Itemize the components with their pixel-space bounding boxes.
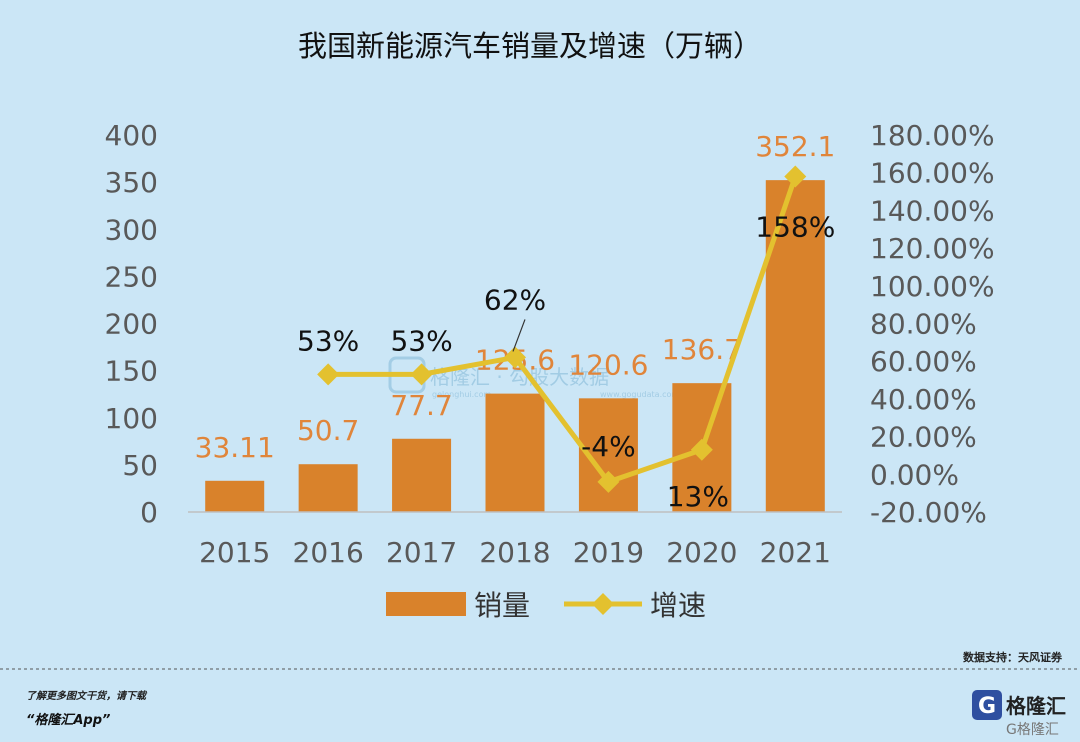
right-tick-label: 100.00%	[870, 270, 995, 303]
right-tick-label: 80.00%	[870, 308, 977, 341]
bar	[485, 393, 545, 512]
x-axis: 2015 2016 2017 2018 2019 2020 2021	[199, 536, 831, 569]
legend: 销量 增速	[386, 589, 706, 622]
growth-marker	[504, 346, 526, 369]
growth-label-leader	[512, 319, 526, 352]
left-tick-label: 200	[105, 308, 158, 341]
left-tick-label: 0	[140, 496, 158, 529]
bar	[392, 438, 452, 512]
line-series	[317, 165, 807, 493]
brand-watermark: G格隆汇	[1006, 722, 1059, 738]
watermark: 格隆汇 · 勾股大数据 gelonghui.com www.gogudata.c…	[388, 356, 679, 399]
right-axis: -20.00% 0.00% 20.00% 40.00% 60.00% 80.00% 100.…	[870, 119, 995, 529]
bar-data-label: 120.6	[568, 348, 648, 381]
right-tick-label: 20.00%	[870, 421, 977, 454]
right-tick-label: 0.00%	[870, 458, 959, 491]
left-tick-label: 350	[105, 166, 158, 199]
legend-bar-label: 销量	[474, 589, 530, 622]
bar-data-label: 352.1	[755, 130, 835, 163]
left-tick-label: 300	[105, 213, 158, 246]
growth-line-path	[328, 175, 798, 485]
chart-title: 我国新能源汽车销量及增速（万辆）	[298, 29, 762, 63]
brand-logo-icon	[972, 690, 1002, 720]
right-tick-label: 120.00%	[870, 232, 995, 265]
legend-bar-swatch	[386, 592, 466, 616]
growth-data-label: 158%	[755, 210, 835, 243]
x-tick-label: 2017	[386, 536, 457, 569]
x-tick-label: 2015	[199, 536, 270, 569]
x-tick-label: 2021	[760, 536, 831, 569]
growth-marker	[690, 438, 713, 461]
left-tick-label: 100	[105, 402, 158, 435]
bar-data-label: 136.7	[662, 333, 742, 366]
right-tick-label: 40.00%	[870, 383, 977, 416]
right-tick-label: -20.00%	[870, 496, 987, 529]
brand-name: 格隆汇	[1006, 694, 1066, 718]
growth-data-label: -4%	[581, 430, 636, 463]
growth-marker	[784, 165, 807, 188]
growth-marker	[597, 470, 620, 493]
bar	[205, 480, 265, 512]
growth-marker	[410, 363, 433, 386]
left-tick-label: 50	[122, 449, 158, 482]
growth-marker	[317, 363, 340, 386]
right-tick-label: 160.00%	[870, 157, 995, 190]
line-data-labels: 53% 53% 62% -4% 13% 158%	[297, 210, 835, 512]
x-tick-label: 2020	[666, 536, 737, 569]
left-tick-label: 400	[105, 119, 158, 152]
right-tick-label: 180.00%	[870, 119, 995, 152]
x-tick-label: 2018	[479, 536, 550, 569]
bar	[298, 464, 358, 512]
left-tick-label: 250	[105, 260, 158, 293]
footer: 了解更多图文干货，请下载 “格隆汇App” G 格隆汇 G格隆汇	[26, 690, 1066, 738]
watermark-url: www.gogudata.com	[600, 390, 679, 399]
legend-line-marker	[592, 593, 614, 615]
growth-data-label: 62%	[484, 283, 546, 316]
x-tick-label: 2019	[573, 536, 644, 569]
bar-data-label: 77.7	[390, 389, 452, 422]
left-tick-label: 150	[105, 355, 158, 388]
watermark-url2: gelonghui.com	[432, 390, 491, 399]
growth-data-label: 13%	[667, 480, 729, 513]
growth-data-label: 53%	[390, 324, 452, 357]
right-tick-label: 140.00%	[870, 194, 995, 227]
brand-logo-letter: G	[978, 694, 996, 719]
x-tick-label: 2016	[293, 536, 364, 569]
right-tick-label: 60.00%	[870, 345, 977, 378]
source-note: 数据支持：天风证券	[963, 650, 1063, 664]
footer-app-name: “格隆汇App”	[26, 712, 110, 728]
bar-data-label: 33.11	[195, 431, 275, 464]
bar-data-label: 50.7	[297, 414, 359, 447]
legend-line-label: 增速	[650, 589, 706, 622]
growth-data-label: 53%	[297, 324, 359, 357]
left-axis: 0 50 100 150 200 250 300 350 400	[105, 119, 158, 529]
footer-promo-text: 了解更多图文干货，请下载	[26, 690, 148, 702]
